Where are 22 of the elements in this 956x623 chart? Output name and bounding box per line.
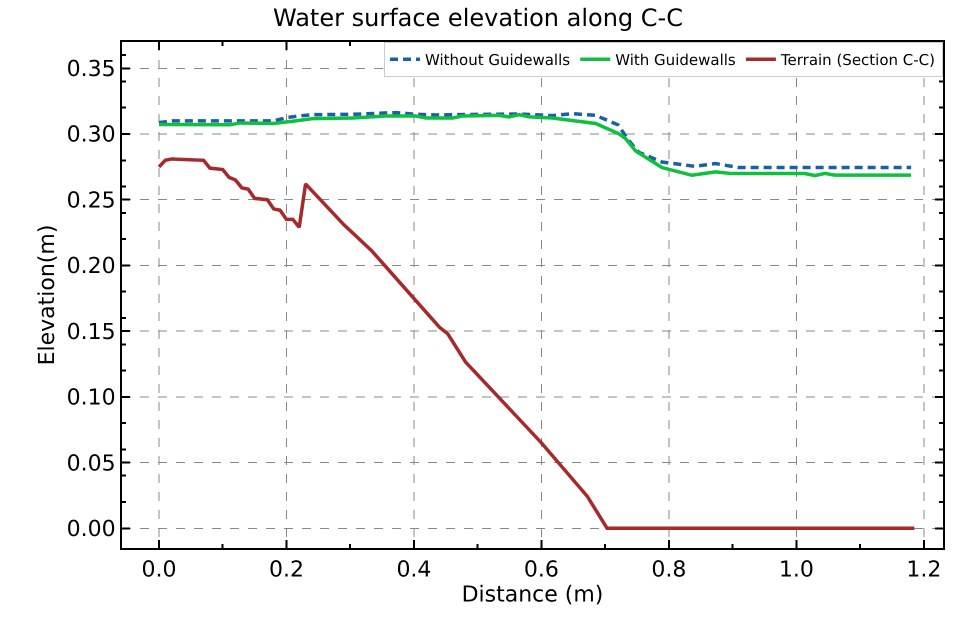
y-tick-label: 0.10 [66,386,116,411]
y-axis-title: Elevation(m) [34,224,60,366]
legend-label: With Guidewalls [615,51,736,70]
legend-label: Terrain (Section C-C) [780,51,936,70]
y-tick-label: 0.30 [66,122,116,148]
y-tick-label: 0.00 [66,516,116,542]
x-tick-label: 0.6 [524,557,559,582]
legend-label: Without Guidewalls [425,51,570,70]
y-tick-label: 0.05 [66,451,116,476]
x-tick-label: 0.2 [268,557,304,582]
chart-title: Water surface elevation along C-C [273,4,683,32]
y-tick-label: 0.20 [66,254,116,280]
x-axis-title: Distance (m) [462,582,604,608]
y-tick-label: 0.25 [66,188,116,214]
x-tick-label: 1.0 [778,557,814,582]
y-tick-label: 0.15 [66,320,116,345]
x-tick-label: 1.2 [906,557,942,582]
x-tick-label: 0.8 [651,557,686,582]
line-series [157,157,916,530]
x-tick-label: 0.0 [141,557,176,582]
x-tick-label: 0.4 [396,557,432,582]
y-tick-label: 0.35 [66,56,116,82]
